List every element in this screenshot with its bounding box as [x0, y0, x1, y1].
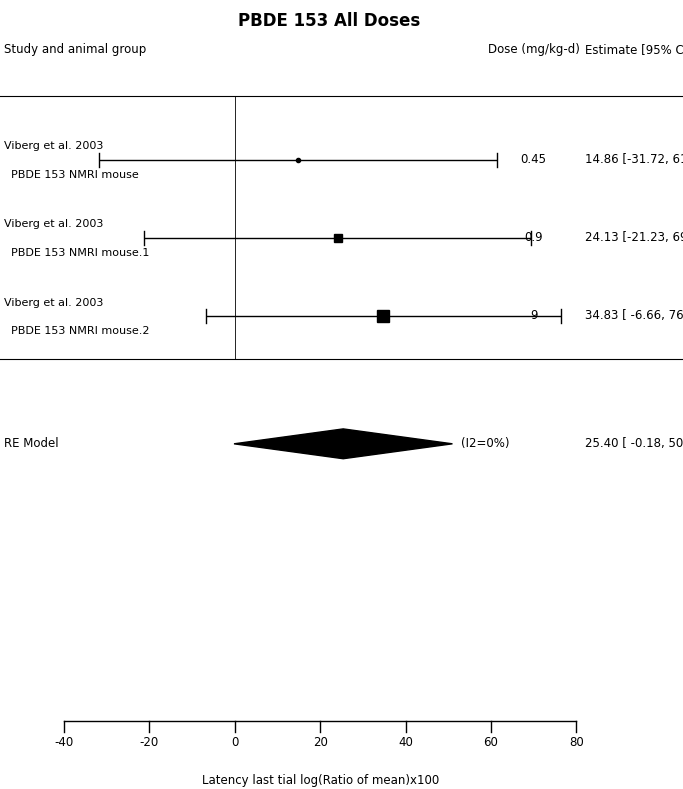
- Text: 14.86 [-31.72, 61 45]: 14.86 [-31.72, 61 45]: [585, 153, 683, 166]
- Text: Dose (mg/kg-d): Dose (mg/kg-d): [488, 43, 580, 56]
- Text: 0: 0: [231, 736, 238, 749]
- Text: -40: -40: [55, 736, 74, 749]
- Text: PBDE 153 All Doses: PBDE 153 All Doses: [238, 13, 420, 30]
- Text: PBDE 153 NMRI mouse.1: PBDE 153 NMRI mouse.1: [4, 248, 150, 258]
- Text: RE Model: RE Model: [4, 437, 59, 451]
- Text: Viberg et al. 2003: Viberg et al. 2003: [4, 141, 104, 151]
- Text: Latency last tial log(Ratio of mean)x100: Latency last tial log(Ratio of mean)x100: [201, 774, 438, 787]
- Text: Study and animal group: Study and animal group: [4, 43, 147, 56]
- Text: 20: 20: [313, 736, 328, 749]
- Text: Viberg et al. 2003: Viberg et al. 2003: [4, 297, 104, 308]
- Text: 25.40 [ -0.18, 50 99]: 25.40 [ -0.18, 50 99]: [585, 437, 683, 451]
- Text: Viberg et al. 2003: Viberg et al. 2003: [4, 219, 104, 230]
- Text: 0.45: 0.45: [520, 153, 546, 166]
- Text: 80: 80: [569, 736, 584, 749]
- Text: 0.9: 0.9: [525, 231, 543, 245]
- Text: 9: 9: [530, 309, 538, 323]
- Text: (I2=0%): (I2=0%): [461, 437, 510, 451]
- Text: PBDE 153 NMRI mouse.2: PBDE 153 NMRI mouse.2: [4, 326, 150, 336]
- Text: 40: 40: [398, 736, 413, 749]
- Text: -20: -20: [140, 736, 159, 749]
- Text: 60: 60: [484, 736, 499, 749]
- Text: 34.83 [ -6.66, 76 32]: 34.83 [ -6.66, 76 32]: [585, 309, 683, 323]
- Polygon shape: [234, 429, 452, 458]
- Text: PBDE 153 NMRI mouse: PBDE 153 NMRI mouse: [4, 170, 139, 180]
- Text: Estimate [95% CI]: Estimate [95% CI]: [585, 43, 683, 56]
- Text: 24.13 [-21.23, 69 49]: 24.13 [-21.23, 69 49]: [585, 231, 683, 245]
